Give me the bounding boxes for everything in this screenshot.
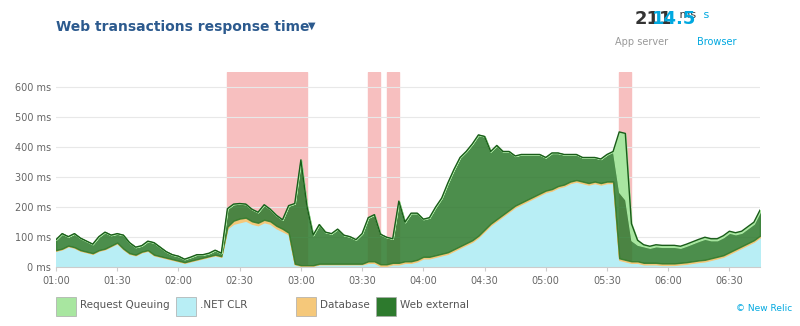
Text: ▼: ▼ [308,21,315,31]
Text: Database: Database [320,300,370,310]
Text: Web transactions response time: Web transactions response time [56,20,310,34]
Text: ms: ms [676,10,696,20]
Text: Browser: Browser [697,37,736,48]
Text: © New Relic: © New Relic [736,304,792,313]
Text: Request Queuing: Request Queuing [80,300,170,310]
Text: App server: App server [615,37,668,48]
Text: 211: 211 [634,10,672,28]
Bar [386,72,399,267]
Text: Web external: Web external [400,300,469,310]
Text: 14.5: 14.5 [652,10,696,28]
Bar [368,72,381,267]
Text: s: s [700,10,710,20]
Bar [619,72,631,267]
Text: .NET CLR: .NET CLR [200,300,247,310]
Bar [227,72,307,267]
